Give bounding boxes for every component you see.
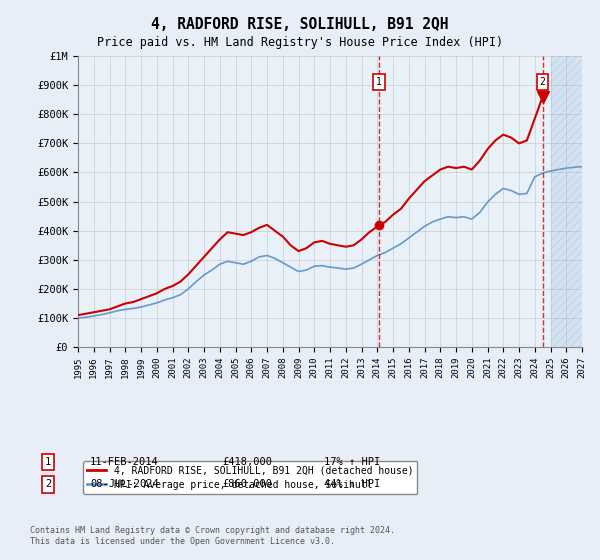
Text: 1: 1 [45,457,51,467]
Text: 44% ↑ HPI: 44% ↑ HPI [324,479,380,489]
Legend: 4, RADFORD RISE, SOLIHULL, B91 2QH (detached house), HPI: Average price, detache: 4, RADFORD RISE, SOLIHULL, B91 2QH (deta… [83,461,418,494]
Text: £860,000: £860,000 [222,479,272,489]
Text: 17% ↑ HPI: 17% ↑ HPI [324,457,380,467]
Text: 2: 2 [539,77,545,87]
Text: £418,000: £418,000 [222,457,272,467]
Text: 1: 1 [376,77,382,87]
Text: 2: 2 [45,479,51,489]
Text: 4, RADFORD RISE, SOLIHULL, B91 2QH: 4, RADFORD RISE, SOLIHULL, B91 2QH [151,17,449,32]
Bar [551,56,582,347]
Text: Contains HM Land Registry data © Crown copyright and database right 2024.
This d: Contains HM Land Registry data © Crown c… [30,526,395,546]
Text: 11-FEB-2014: 11-FEB-2014 [90,457,159,467]
Text: 08-JUL-2024: 08-JUL-2024 [90,479,159,489]
Text: Price paid vs. HM Land Registry's House Price Index (HPI): Price paid vs. HM Land Registry's House … [97,36,503,49]
